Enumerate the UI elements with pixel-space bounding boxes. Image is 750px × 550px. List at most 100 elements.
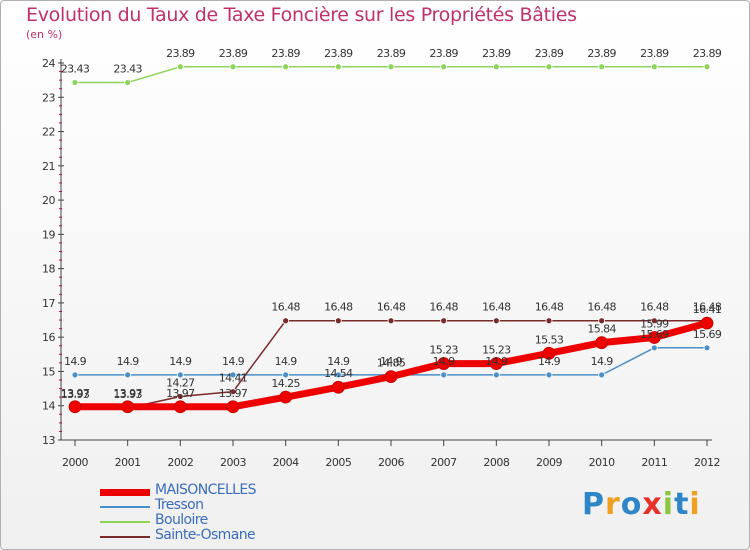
- legend-label: Tresson: [155, 497, 204, 513]
- data-point-tresson-2003: [229, 371, 237, 379]
- data-point-tresson-2004: [282, 371, 290, 379]
- data-label-maisoncelles-2011: 15.99: [640, 318, 669, 331]
- data-label-sainte-osmane-2000: 13.93: [61, 388, 90, 401]
- data-label-bouloire-2008: 23.89: [482, 47, 511, 60]
- y-tick-label-13: 13: [42, 434, 55, 447]
- data-label-maisoncelles-2004: 14.25: [271, 377, 300, 390]
- data-label-maisoncelles-2008: 15.23: [482, 344, 511, 357]
- data-label-bouloire-2009: 23.89: [535, 47, 564, 60]
- y-tick-label-24: 24: [42, 57, 55, 70]
- data-point-bouloire-2001: [124, 79, 132, 86]
- data-point-bouloire-2007: [440, 63, 448, 71]
- data-point-tresson-2001: [124, 371, 132, 379]
- data-label-tresson-2010: 14.9: [591, 355, 614, 368]
- data-point-sainte-osmane-2011: [650, 317, 658, 325]
- y-tick-label-20: 20: [42, 194, 55, 207]
- data-label-bouloire-2006: 23.89: [377, 47, 406, 60]
- data-label-tresson-2007: 14.9: [433, 355, 456, 368]
- data-point-tresson-2000: [71, 371, 79, 379]
- data-point-tresson-2002: [176, 371, 184, 379]
- logo-letter: i: [662, 487, 675, 522]
- data-point-bouloire-2010: [598, 63, 606, 71]
- data-label-sainte-osmane-2004: 16.48: [271, 301, 300, 314]
- data-point-maisoncelles-2012: [700, 316, 714, 330]
- x-tick-label-2007: 2007: [431, 456, 457, 469]
- data-point-sainte-osmane-2006: [387, 317, 395, 325]
- data-label-maisoncelles-2010: 15.84: [587, 323, 616, 336]
- data-label-bouloire-2011: 23.89: [640, 47, 669, 60]
- data-point-tresson-2007: [440, 371, 448, 379]
- data-point-maisoncelles-2002: [173, 400, 187, 414]
- data-point-sainte-osmane-2004: [282, 317, 290, 325]
- data-point-bouloire-2003: [229, 63, 237, 71]
- data-label-maisoncelles-2003: 13.97: [219, 387, 248, 400]
- data-point-maisoncelles-2005: [331, 380, 345, 394]
- data-point-sainte-osmane-2010: [598, 317, 606, 325]
- legend-label: Bouloire: [155, 512, 208, 528]
- data-point-sainte-osmane-2009: [545, 317, 553, 325]
- legend-swatch: [100, 521, 150, 523]
- data-point-sainte-osmane-2002: [176, 393, 184, 400]
- data-label-maisoncelles-2002: 13.97: [166, 387, 195, 400]
- data-label-sainte-osmane-2009: 16.48: [535, 301, 564, 314]
- y-tick-label-23: 23: [42, 91, 55, 104]
- logo-letter: o: [620, 487, 643, 522]
- data-point-bouloire-2008: [492, 63, 500, 71]
- data-label-sainte-osmane-2010: 16.48: [587, 301, 616, 314]
- data-point-bouloire-2009: [545, 63, 553, 71]
- data-label-tresson-2001: 14.9: [117, 355, 140, 368]
- data-label-tresson-2000: 14.9: [64, 355, 87, 368]
- data-point-sainte-osmane-2007: [440, 317, 448, 325]
- data-label-bouloire-2000: 23.43: [61, 63, 90, 76]
- data-label-sainte-osmane-2002: 14.27: [166, 376, 195, 389]
- data-point-maisoncelles-2007: [437, 357, 451, 370]
- data-label-bouloire-2007: 23.89: [429, 47, 458, 60]
- data-label-tresson-2008: 14.9: [485, 355, 508, 368]
- data-label-bouloire-2004: 23.89: [271, 47, 300, 60]
- data-label-maisoncelles-2005: 14.54: [324, 367, 353, 380]
- x-tick-label-2012: 2012: [694, 456, 720, 469]
- data-label-bouloire-2003: 23.89: [219, 47, 248, 60]
- legend-swatch: [100, 488, 150, 496]
- x-tick-label-2011: 2011: [641, 456, 667, 469]
- data-point-maisoncelles-2000: [68, 400, 82, 414]
- legend-swatch: [100, 506, 150, 508]
- chart-title: Evolution du Taux de Taxe Foncière sur l…: [26, 4, 577, 26]
- data-label-bouloire-2010: 23.89: [587, 47, 616, 60]
- logo-letter: r: [605, 487, 621, 522]
- logo-letter: x: [642, 487, 663, 522]
- x-tick-label-2005: 2005: [325, 456, 351, 469]
- data-label-maisoncelles-2012: 16.41: [693, 303, 722, 316]
- data-point-bouloire-2000: [71, 79, 79, 86]
- data-label-sainte-osmane-2007: 16.48: [429, 301, 458, 314]
- data-point-sainte-osmane-2008: [492, 317, 500, 325]
- data-label-tresson-2003: 14.9: [222, 355, 245, 368]
- data-point-bouloire-2004: [282, 63, 290, 71]
- legend-label: Sainte-Osmane: [155, 527, 256, 543]
- data-point-tresson-2011: [650, 344, 658, 352]
- data-label-sainte-osmane-2011: 16.48: [640, 301, 669, 314]
- data-label-tresson-2005: 14.9: [327, 355, 350, 368]
- data-label-sainte-osmane-2005: 16.48: [324, 301, 353, 314]
- logo-letter: t: [674, 487, 690, 522]
- x-tick-label-2003: 2003: [220, 456, 246, 469]
- data-point-maisoncelles-2010: [595, 336, 609, 350]
- data-label-maisoncelles-2001: 13.97: [113, 387, 142, 400]
- data-point-tresson-2009: [545, 371, 553, 379]
- data-label-sainte-osmane-2006: 16.48: [377, 301, 406, 314]
- data-label-tresson-2004: 14.9: [275, 355, 298, 368]
- data-label-tresson-2011: 15.69: [640, 328, 669, 341]
- x-tick-label-2010: 2010: [589, 456, 615, 469]
- y-tick-label-14: 14: [42, 400, 55, 413]
- data-point-maisoncelles-2001: [121, 400, 135, 414]
- data-point-tresson-2010: [598, 371, 606, 379]
- x-tick-label-2009: 2009: [536, 456, 562, 469]
- data-point-tresson-2012: [703, 344, 711, 352]
- data-point-sainte-osmane-2005: [334, 317, 342, 325]
- data-point-tresson-2005: [334, 371, 342, 379]
- data-label-maisoncelles-2007: 15.23: [429, 344, 458, 357]
- legend-label: MAISONCELLES: [155, 482, 257, 498]
- x-tick-label-2004: 2004: [273, 456, 299, 469]
- data-label-tresson-2002: 14.9: [169, 355, 192, 368]
- y-tick-label-19: 19: [42, 228, 55, 241]
